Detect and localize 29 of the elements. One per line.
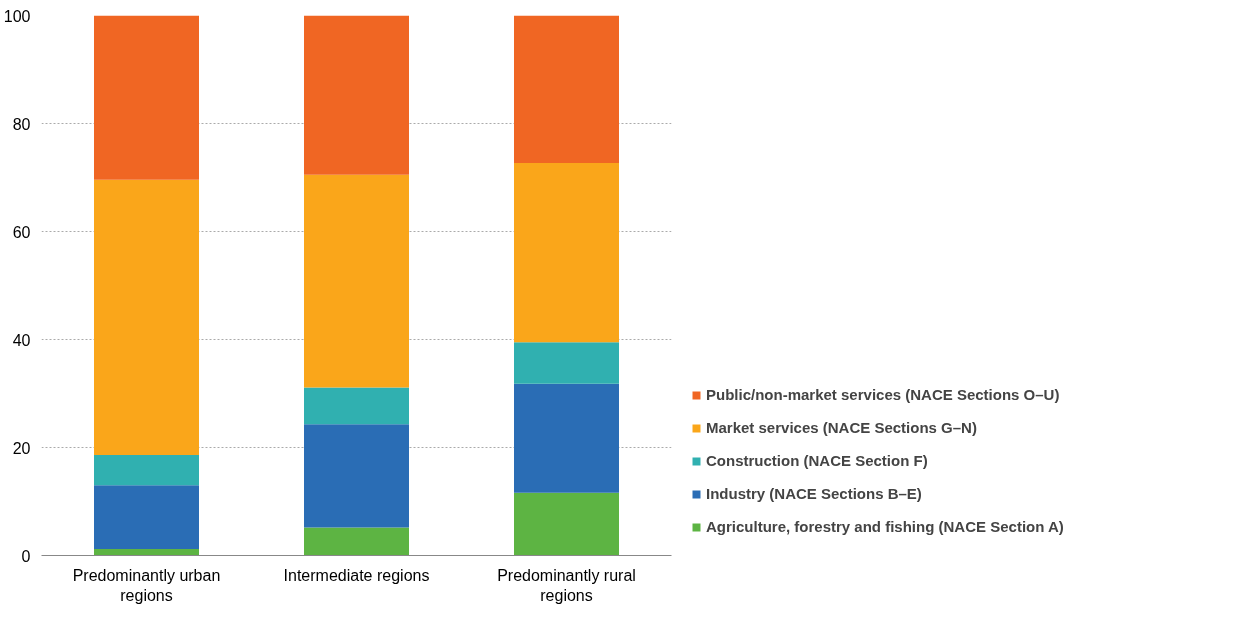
x-tick-label: Intermediate regions (283, 566, 430, 584)
bar (304, 174, 409, 388)
bar (94, 549, 199, 556)
y-tick-label: 20 (12, 439, 31, 457)
bar (304, 527, 409, 556)
legend-label: Construction (NACE Section F) (706, 452, 928, 469)
bar (514, 15, 619, 163)
bar (304, 15, 409, 175)
legend-label: Market services (NACE Sections G–N) (706, 419, 977, 436)
bar (94, 485, 199, 550)
legend-label: Agriculture, forestry and fishing (NACE Section A) (706, 518, 1064, 535)
bar (304, 387, 409, 425)
y-tick-label: 80 (12, 115, 31, 133)
legend-label: Public/non-market services (NACE Sections O–U) (706, 386, 1060, 403)
bar (514, 492, 619, 556)
bar (94, 15, 199, 180)
bar (94, 455, 199, 486)
bar (514, 342, 619, 384)
y-tick-label: 60 (12, 223, 31, 241)
bar (514, 383, 619, 493)
bar (304, 424, 409, 528)
y-tick-label: 40 (12, 331, 31, 349)
x-tick-label: Predominantly urban regions (72, 566, 221, 604)
x-tick-label: Predominantly rural regions (497, 566, 636, 604)
y-tick-label: 100 (3, 7, 31, 25)
bar (514, 162, 619, 343)
y-tick-label: 0 (21, 547, 31, 565)
legend-label: Industry (NACE Sections B–E) (706, 485, 922, 502)
bar (94, 179, 199, 456)
